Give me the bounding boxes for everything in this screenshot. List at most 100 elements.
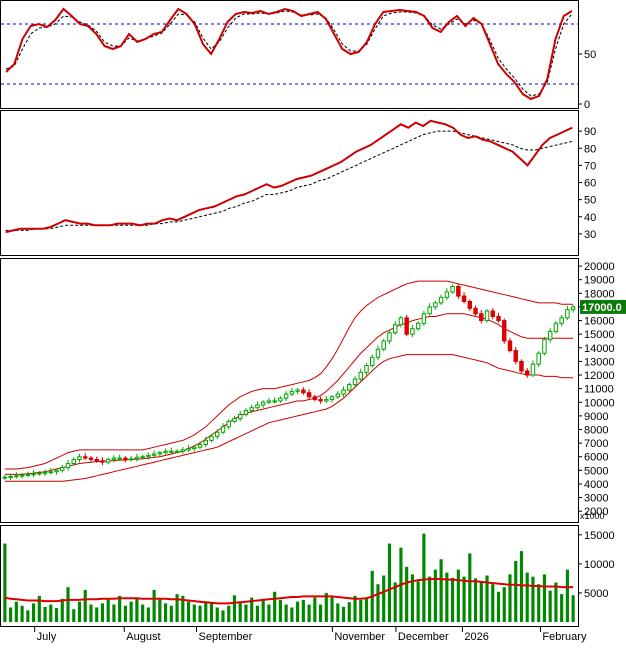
candle-body: [164, 451, 167, 452]
candle-body: [548, 331, 551, 339]
y-tick-label: 5000: [584, 588, 608, 600]
volume-bar: [388, 544, 391, 622]
volume-bar: [296, 602, 299, 622]
candle-body: [49, 472, 52, 473]
candle-body: [514, 351, 517, 362]
volume-bar: [273, 592, 276, 622]
candle-body: [250, 408, 253, 411]
candle-body: [55, 470, 58, 471]
volume-bar: [537, 584, 540, 622]
candle-body: [497, 316, 500, 320]
volume-bar: [118, 596, 121, 622]
candle-body: [371, 357, 374, 365]
y-tick-label: 12000: [584, 370, 615, 382]
y-tick-label: 50: [584, 195, 596, 207]
volume-bar: [55, 608, 58, 622]
volume-bar: [405, 567, 408, 622]
volume-bar: [319, 605, 322, 622]
candle-body: [520, 361, 523, 371]
volume-bar: [514, 561, 517, 622]
volume-bar: [422, 534, 425, 622]
y-tick-label: 6000: [584, 452, 608, 464]
candle-body: [336, 394, 339, 397]
volume-bar: [135, 598, 138, 622]
candle-body: [210, 436, 213, 440]
volume-bar: [43, 607, 46, 622]
x-tick-label: September: [199, 631, 253, 643]
volume-bar: [359, 600, 362, 622]
candle-body: [78, 457, 81, 460]
candle-body: [525, 371, 528, 375]
candle-body: [325, 400, 328, 401]
volume-bar: [451, 578, 454, 622]
candle-body: [279, 398, 282, 401]
candle-body: [193, 447, 196, 448]
y-tick-label: 60: [584, 178, 596, 190]
volume-bar: [434, 570, 437, 622]
candle-body: [181, 450, 184, 451]
candle-body: [106, 459, 109, 462]
candle-body: [26, 474, 29, 475]
candle-body: [101, 461, 104, 462]
candle-body: [348, 385, 351, 390]
volume-bar: [78, 602, 81, 622]
candle-body: [554, 323, 557, 331]
y-tick-label: 20000: [584, 261, 615, 273]
volume-bar: [572, 595, 575, 622]
volume-bar: [198, 606, 201, 622]
volume-bar: [457, 570, 460, 622]
volume-bar: [285, 605, 288, 622]
candle-body: [457, 287, 460, 297]
volume-bar: [348, 602, 351, 622]
y-tick-label: 0: [584, 99, 590, 111]
price-panel: 2000019000180001700016000150001400013000…: [1, 259, 626, 523]
volume-bar: [376, 584, 379, 622]
candle-body: [434, 303, 437, 307]
candle-body: [503, 321, 506, 341]
y-tick-label: 16000: [584, 316, 615, 328]
volume-bar: [124, 606, 127, 622]
candle-body: [187, 449, 190, 450]
y-tick-label: 13000: [584, 356, 615, 368]
y-tick-label: 30: [584, 229, 596, 241]
volume-bar: [227, 606, 230, 622]
volume-bar: [290, 607, 293, 622]
candle-body: [359, 372, 362, 379]
candle-body: [531, 364, 534, 375]
volume-bar: [32, 603, 35, 622]
candle-body: [84, 457, 87, 458]
volume-bar: [330, 596, 333, 622]
volume-bar: [15, 602, 18, 622]
volume-bar: [153, 590, 156, 622]
panel-frame: [1, 259, 579, 523]
stochastic-panel: 500: [1, 1, 597, 112]
volume-bar: [365, 598, 368, 622]
volume-bar: [417, 581, 420, 622]
candle-body: [233, 419, 236, 422]
x-tick-label: December: [398, 631, 449, 643]
volume-bar: [560, 594, 563, 622]
volume-bar: [95, 607, 98, 622]
volume-bar: [549, 591, 552, 622]
candle-body: [451, 287, 454, 292]
y-tick-label: 15000: [584, 329, 615, 341]
volume-bar: [531, 577, 534, 622]
volume-bar: [141, 605, 144, 622]
volume-bar: [256, 606, 259, 622]
candle-body: [267, 401, 270, 402]
candle-body: [399, 318, 402, 325]
candle-body: [221, 427, 224, 432]
candle-body: [124, 458, 127, 459]
volume-bar: [474, 578, 477, 622]
volume-bar: [313, 598, 316, 622]
y-tick-label: 19000: [584, 275, 615, 287]
volume-bar: [170, 606, 173, 622]
volume-bar: [262, 599, 265, 622]
volume-bar: [130, 602, 133, 622]
candle-body: [307, 393, 310, 397]
volume-bar: [520, 551, 523, 622]
candle-body: [571, 307, 574, 310]
volume-bar: [279, 600, 282, 622]
